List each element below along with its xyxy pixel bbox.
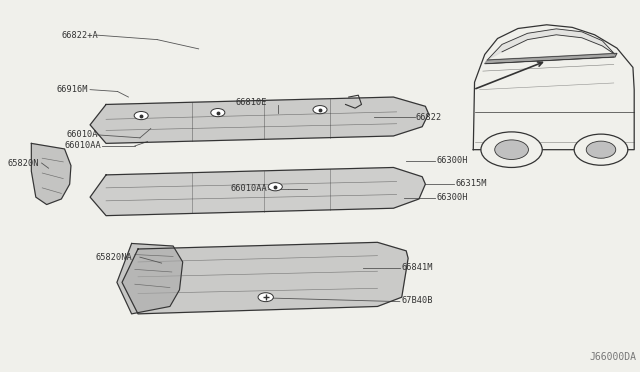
Circle shape <box>268 183 282 191</box>
Text: 65820NA: 65820NA <box>95 253 132 262</box>
Text: 65820N: 65820N <box>7 158 38 167</box>
Polygon shape <box>487 29 615 60</box>
Circle shape <box>211 109 225 117</box>
Text: 67B40B: 67B40B <box>401 296 433 305</box>
Text: 66300H: 66300H <box>436 155 468 164</box>
Circle shape <box>258 293 273 302</box>
Polygon shape <box>122 242 408 314</box>
Text: 66010AA: 66010AA <box>65 141 101 151</box>
Text: 66010AA: 66010AA <box>230 185 268 193</box>
Circle shape <box>481 132 542 167</box>
Text: 66810E: 66810E <box>236 98 268 107</box>
Text: 66300H: 66300H <box>436 193 468 202</box>
Text: 66841M: 66841M <box>401 263 433 272</box>
Text: 66916M: 66916M <box>57 85 88 94</box>
Polygon shape <box>90 167 426 216</box>
Polygon shape <box>484 53 617 64</box>
Circle shape <box>495 140 529 160</box>
Polygon shape <box>117 243 182 314</box>
Text: 66010A: 66010A <box>67 130 98 140</box>
Text: 66822+A: 66822+A <box>61 31 98 40</box>
Text: J66000DA: J66000DA <box>589 352 636 362</box>
Circle shape <box>574 134 628 165</box>
Text: 66822: 66822 <box>416 113 442 122</box>
Circle shape <box>313 106 327 114</box>
Text: 66315M: 66315M <box>456 179 487 188</box>
Circle shape <box>586 141 616 158</box>
Polygon shape <box>90 97 429 143</box>
Polygon shape <box>31 143 71 205</box>
Circle shape <box>134 112 148 120</box>
